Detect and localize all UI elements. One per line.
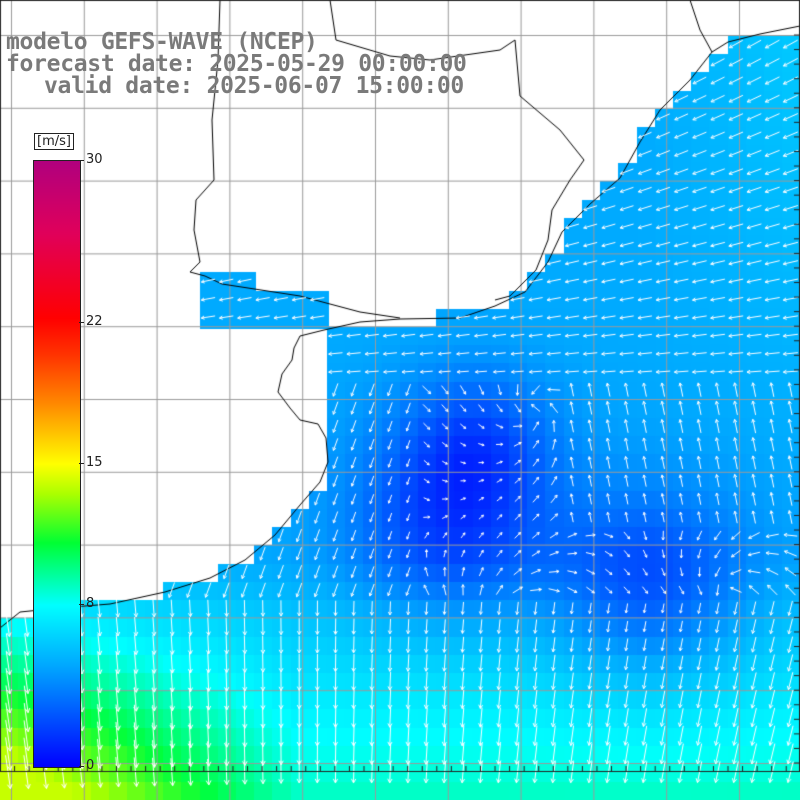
title-forecast-date: forecast date: 2025-05-29 00:00:00 (6, 51, 467, 77)
colorbar-tick-mark (79, 160, 84, 161)
colorbar-tick-label: 15 (86, 455, 103, 470)
colorbar-tick-mark (79, 321, 84, 323)
colorbar-tick-mark (79, 766, 84, 767)
colorbar-tick-mark (79, 604, 84, 606)
colorbar (33, 160, 81, 768)
colorbar-tick-label: 22 (86, 313, 103, 329)
title-model: modelo GEFS-WAVE (NCEP) (6, 29, 318, 55)
colorbar-tick-label: 0 (86, 758, 95, 773)
colorbar-tick-label: 30 (86, 152, 103, 167)
colorbar-tick-mark (79, 463, 84, 464)
colorbar-units: [m/s] (34, 133, 74, 150)
colorbar-tick-label: 8 (86, 596, 95, 612)
title-valid-date: valid date: 2025-06-07 15:00:00 (44, 73, 464, 99)
